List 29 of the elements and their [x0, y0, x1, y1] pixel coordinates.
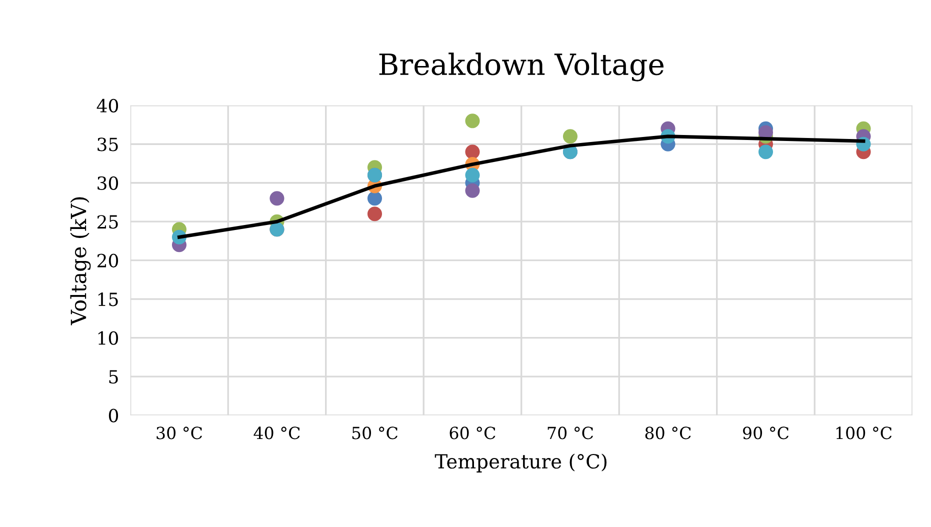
x-tick-label: 60 °C [450, 426, 496, 440]
y-axis-title: Voltage (kV) [70, 197, 91, 326]
x-tick-label: 90 °C [743, 426, 789, 440]
chart-title: Breakdown Voltage [379, 52, 664, 82]
point [465, 114, 480, 128]
point [367, 206, 382, 222]
x-tick-label: 50 °C [352, 426, 398, 440]
y-tick-label: 30 [98, 176, 118, 190]
point [562, 129, 578, 144]
point [465, 183, 480, 198]
point [465, 144, 480, 160]
point [758, 144, 774, 160]
y-tick-label: 0 [108, 408, 118, 422]
y-tick-label: 35 [98, 138, 118, 152]
point [270, 191, 284, 206]
x-tick-label: 30 °C [156, 426, 202, 440]
x-tick-label: 40 °C [254, 426, 300, 440]
y-tick-label: 40 [96, 98, 118, 113]
y-tick-label: 15 [98, 292, 118, 306]
point [367, 191, 382, 206]
y-tick-label: 10 [98, 331, 118, 345]
x-tick-label: 100 °C [836, 426, 892, 440]
y-tick-label: 25 [97, 215, 118, 229]
point [465, 168, 480, 182]
y-tick-label: 5 [109, 370, 118, 384]
x-axis-title: Temperature (°C) [434, 454, 606, 472]
x-tick-label: 80 °C [645, 426, 691, 440]
x-tick-label: 70 °C [548, 426, 594, 440]
y-tick-label: 20 [97, 254, 118, 268]
